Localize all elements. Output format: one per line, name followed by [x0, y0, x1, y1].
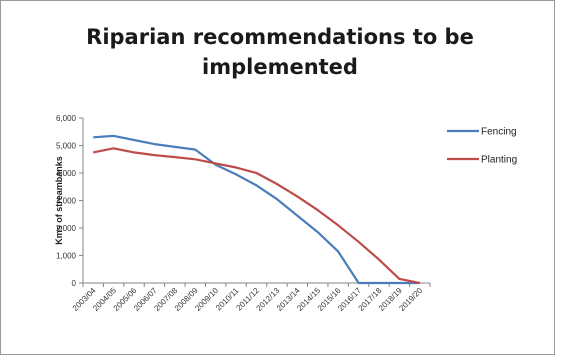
series-line-planting [92, 147, 421, 285]
y-axis-title: Kms of streambanks [54, 156, 64, 245]
legend-label-fencing: Fencing [481, 127, 517, 138]
series-line-fencing [93, 134, 420, 285]
y-tick-label: 6,000 [56, 114, 77, 123]
y-tick-label: 3,000 [56, 197, 77, 206]
chart-title: Riparian recommendations to be implement… [86, 25, 474, 79]
y-tick-label: 0 [72, 279, 77, 288]
y-tick-label: 5,000 [56, 142, 77, 151]
y-tick-label: 4,000 [56, 169, 77, 178]
chart-area [0, 0, 555, 355]
y-tick-label: 2,000 [56, 224, 77, 233]
legend-label-planting: Planting [481, 155, 517, 166]
y-tick-label: 1,000 [56, 252, 77, 261]
x-tick-label: 2019/20 [397, 286, 424, 313]
